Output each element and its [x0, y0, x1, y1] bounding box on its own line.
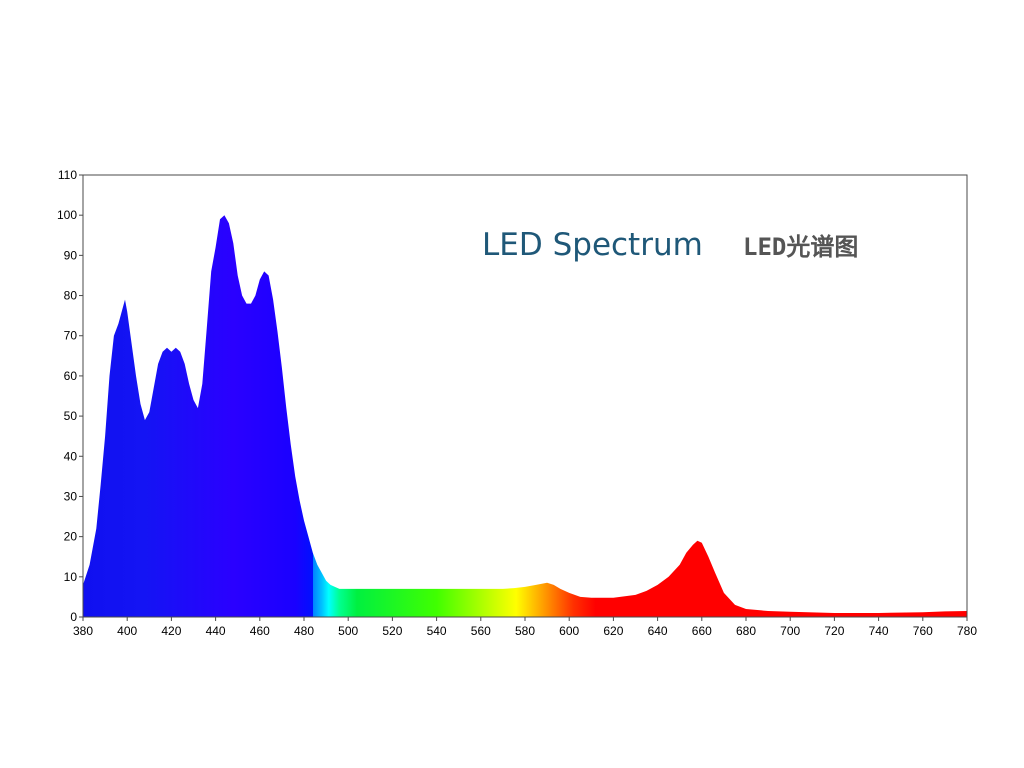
x-tick-label: 520 [382, 624, 402, 638]
spectrum-area [83, 215, 967, 617]
y-tick-label: 110 [58, 168, 77, 182]
x-tick-label: 620 [603, 624, 623, 638]
x-tick-label: 420 [161, 624, 181, 638]
x-tick-label: 660 [692, 624, 712, 638]
chart-title: LED Spectrum [482, 227, 703, 263]
x-tick-label: 460 [250, 624, 270, 638]
y-tick-label: 20 [64, 530, 78, 544]
x-tick-label: 760 [913, 624, 933, 638]
x-tick-label: 380 [73, 624, 93, 638]
y-tick-label: 50 [64, 409, 78, 423]
x-tick-label: 480 [294, 624, 314, 638]
x-tick-label: 400 [117, 624, 137, 638]
x-tick-label: 540 [427, 624, 447, 638]
x-tick-label: 440 [206, 624, 226, 638]
x-tick-label: 780 [957, 624, 977, 638]
x-tick-label: 640 [648, 624, 668, 638]
x-tick-label: 740 [869, 624, 889, 638]
y-tick-label: 60 [64, 369, 78, 383]
y-tick-label: 90 [64, 248, 78, 262]
x-tick-label: 560 [471, 624, 491, 638]
y-tick-label: 10 [64, 570, 78, 584]
y-tick-label: 80 [64, 289, 78, 303]
y-tick-label: 30 [64, 489, 78, 503]
x-tick-label: 700 [780, 624, 800, 638]
y-tick-label: 100 [57, 208, 77, 222]
chart-subtitle: LED光谱图 [743, 233, 858, 261]
y-tick-label: 40 [64, 449, 78, 463]
y-tick-label: 0 [70, 610, 77, 624]
spectrum-area-layer [83, 215, 967, 617]
x-tick-label: 720 [824, 624, 844, 638]
axis-layer: 0 10 20 30 40 50 60 70 80 90 100 110 380 400 420 440 460… [57, 168, 977, 638]
x-tick-label: 600 [559, 624, 579, 638]
x-tick-label: 580 [515, 624, 535, 638]
x-tick-label: 680 [736, 624, 756, 638]
y-tick-label: 70 [64, 329, 78, 343]
x-tick-label: 500 [338, 624, 358, 638]
